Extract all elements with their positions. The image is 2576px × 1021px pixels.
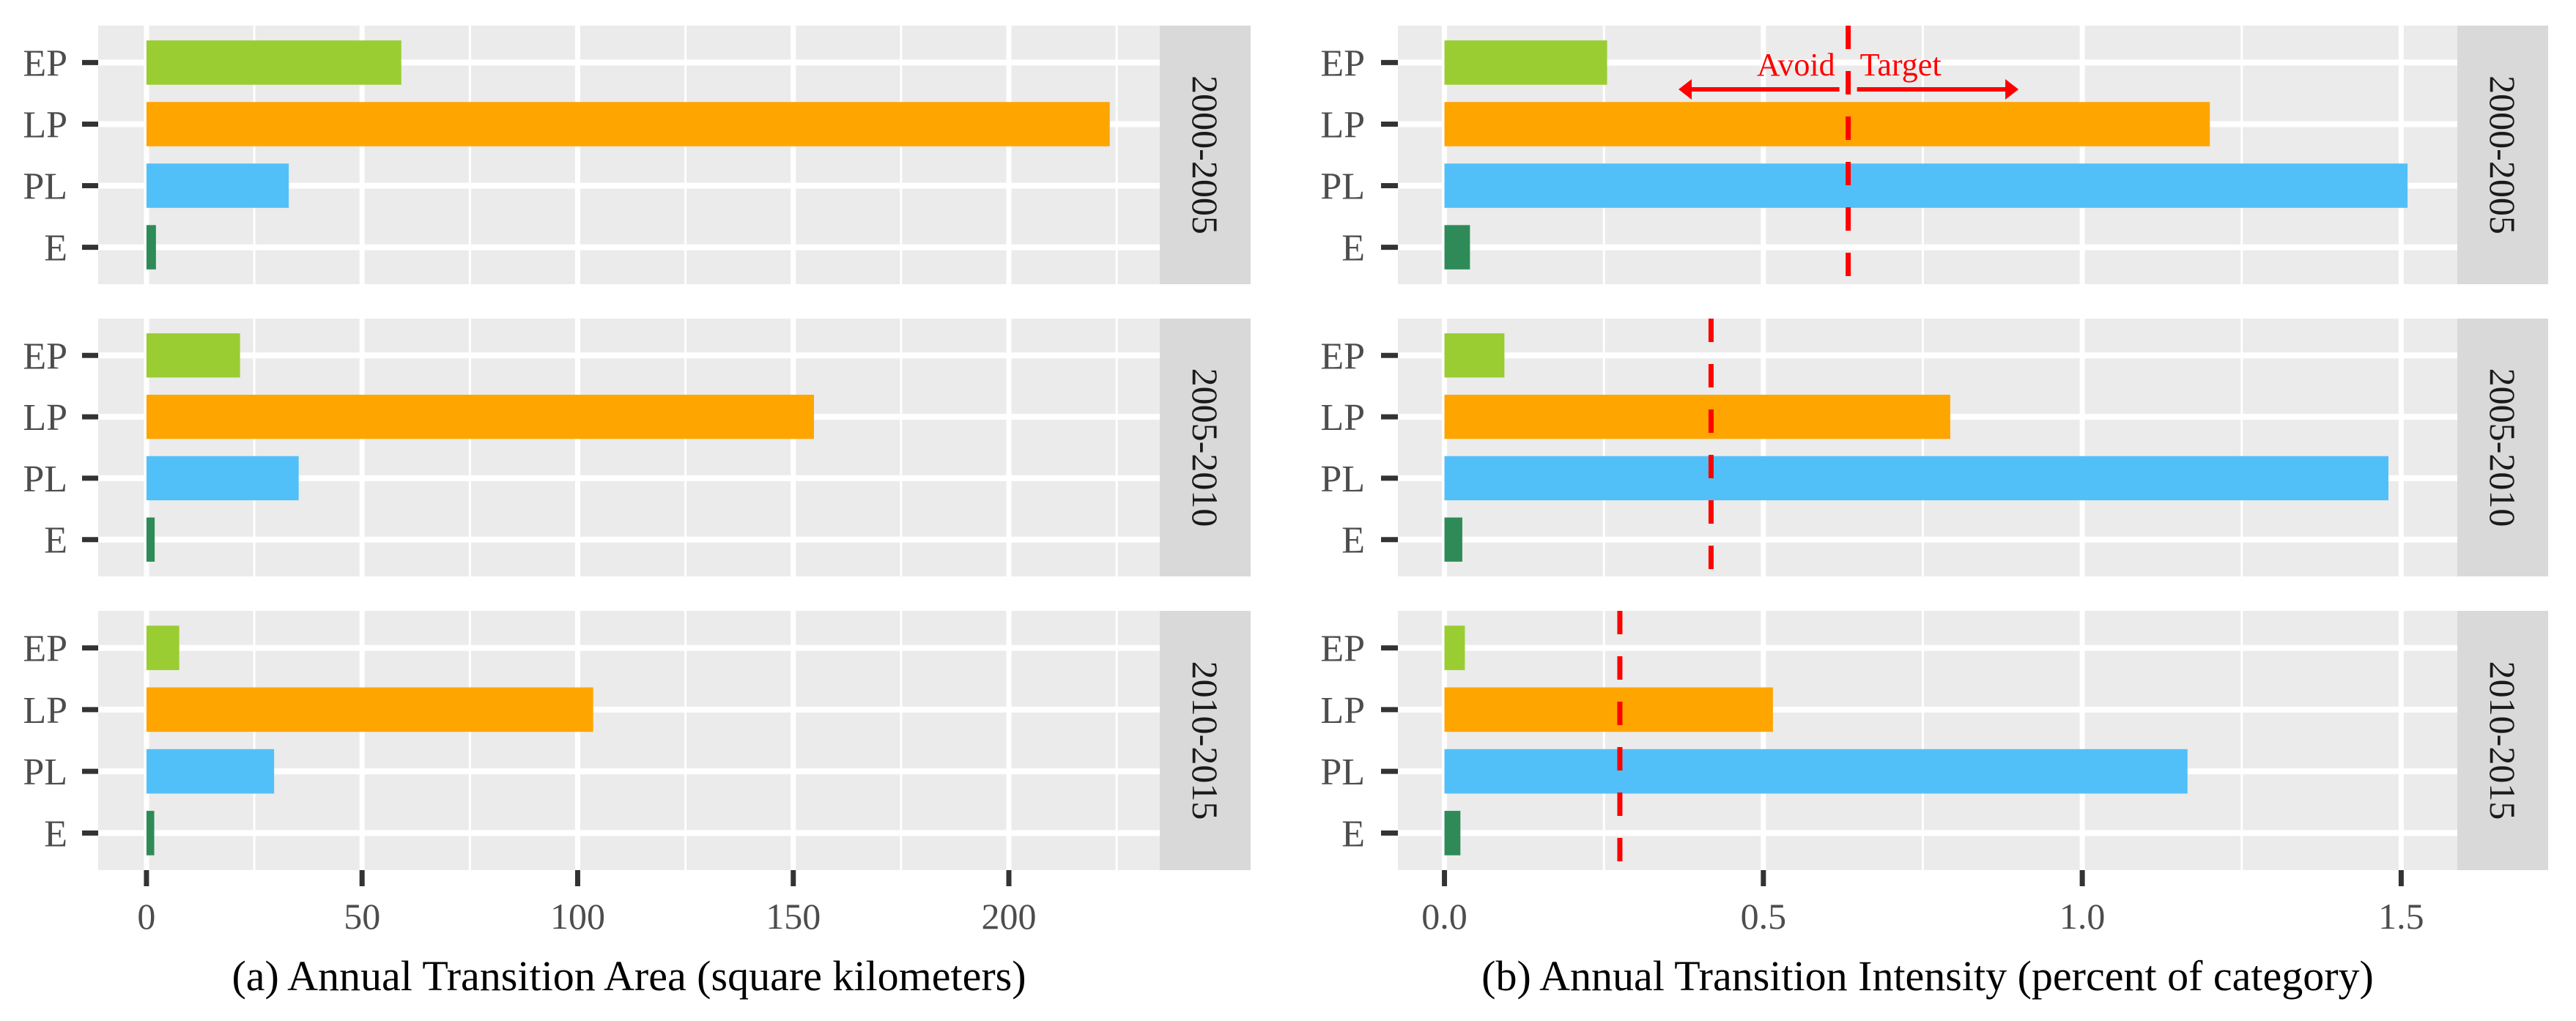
x-tick-label: 200 — [982, 896, 1037, 937]
bar-EP-2000-2005 — [1444, 40, 1607, 85]
y-tick-label: PL — [23, 751, 67, 793]
facet-strip — [1160, 611, 1251, 870]
bar-EP-2005-2010 — [146, 333, 240, 378]
y-tick-label: EP — [23, 42, 67, 84]
y-tick-label: EP — [1320, 335, 1365, 377]
y-tick-label: PL — [1320, 751, 1365, 793]
bar-PL-2000-2005 — [1444, 163, 2408, 208]
facet-strip-label: 2000-2005 — [2482, 75, 2523, 234]
y-tick-label: LP — [1320, 397, 1365, 439]
facet-strip — [2457, 611, 2548, 870]
x-axis-title: (b) Annual Transition Intensity (percent… — [1481, 952, 2374, 1000]
facet-2000-2005: EP LP PL E 2000-2005 — [1320, 26, 2548, 284]
facet-strip-label: 2000-2005 — [1185, 75, 1226, 234]
arrow-right-icon — [2005, 79, 2019, 100]
x-tick-label: 1.5 — [2378, 896, 2424, 937]
y-tick-label: E — [44, 813, 67, 855]
facet-strip-label: 2005-2010 — [1185, 368, 1226, 527]
y-tick-label: PL — [23, 166, 67, 208]
y-tick-label: EP — [1320, 42, 1365, 84]
bar-E-2000-2005 — [146, 225, 156, 270]
facet-2005-2010: EP LP PL E 2005-2010 — [23, 319, 1251, 576]
facet-strip — [1160, 319, 1251, 576]
target-label: Target — [1860, 47, 1942, 83]
x-tick-label: 0 — [137, 896, 155, 937]
arrow-left-icon — [1679, 79, 1692, 100]
panel-b-transition-intensity: EP LP PL E 2000-2005 EP LP PL E 2005-2010 EP LP PL E 2… — [1320, 26, 2548, 1000]
y-tick-label: E — [1341, 228, 1365, 270]
bar-EP-2010-2015 — [146, 625, 179, 670]
bar-LP-2000-2005 — [146, 102, 1110, 146]
y-tick-label: E — [44, 228, 67, 270]
panel-background — [98, 319, 1160, 576]
x-tick-label: 150 — [766, 896, 821, 937]
bar-LP-2000-2005 — [1444, 102, 2210, 146]
y-tick-label: E — [1341, 520, 1365, 562]
y-tick-label: LP — [23, 690, 67, 732]
y-tick-label: EP — [23, 628, 67, 670]
bar-PL-2010-2015 — [146, 749, 275, 794]
y-tick-label: LP — [23, 397, 67, 439]
bar-EP-2000-2005 — [146, 40, 401, 85]
x-axis-title: (a) Annual Transition Area (square kilom… — [232, 952, 1026, 1000]
facet-2005-2010: EP LP PL E 2005-2010 — [1320, 319, 2548, 576]
facet-strip — [1160, 26, 1251, 284]
y-tick-label: E — [44, 520, 67, 562]
facet-strip — [2457, 319, 2548, 576]
facet-strip-label: 2005-2010 — [2482, 368, 2523, 527]
y-tick-label: E — [1341, 813, 1365, 855]
x-tick-label: 100 — [550, 896, 605, 937]
avoid-target-annotation: Avoid Target — [1679, 47, 2019, 100]
facet-strip-label: 2010-2015 — [1185, 661, 1226, 820]
bar-EP-2005-2010 — [1444, 333, 1505, 378]
bar-LP-2005-2010 — [146, 394, 814, 439]
bar-LP-2010-2015 — [1444, 687, 1773, 732]
facet-2010-2015: EP LP PL E 2010-2015 — [23, 611, 1251, 870]
x-tick-label: 1.0 — [2059, 896, 2106, 937]
x-tick-label: 0.5 — [1741, 896, 1787, 937]
facet-2000-2005: EP LP PL E 2000-2005 — [23, 26, 1251, 284]
bar-PL-2005-2010 — [146, 456, 299, 501]
x-tick-label: 0.0 — [1421, 896, 1467, 937]
y-tick-label: LP — [1320, 104, 1365, 146]
bar-PL-2010-2015 — [1444, 749, 2188, 794]
y-tick-label: LP — [23, 104, 67, 146]
facet-2010-2015: EP LP PL E 2010-2015 — [1320, 611, 2548, 870]
avoid-label: Avoid — [1757, 47, 1835, 83]
facet-strip — [2457, 26, 2548, 284]
bar-EP-2010-2015 — [1444, 625, 1465, 670]
facet-strip-label: 2010-2015 — [2482, 661, 2523, 820]
y-tick-label: EP — [23, 335, 67, 377]
bar-PL-2000-2005 — [146, 163, 289, 208]
y-tick-label: EP — [1320, 628, 1365, 670]
bar-E-2010-2015 — [146, 811, 155, 855]
bar-LP-2005-2010 — [1444, 394, 1950, 439]
panel-background — [1398, 611, 2457, 870]
bar-E-2010-2015 — [1444, 811, 1461, 855]
panel-a-transition-area: EP LP PL E 2000-2005 EP LP PL E 2005-2010 EP LP PL E 2… — [23, 26, 1251, 1000]
bar-PL-2005-2010 — [1444, 456, 2388, 501]
bar-E-2000-2005 — [1444, 225, 1470, 270]
bar-LP-2010-2015 — [146, 687, 593, 732]
panel-background — [1398, 319, 2457, 576]
y-tick-label: PL — [23, 458, 67, 500]
bar-E-2005-2010 — [1444, 517, 1462, 562]
y-tick-label: PL — [1320, 458, 1365, 500]
y-tick-label: LP — [1320, 690, 1365, 732]
bar-E-2005-2010 — [146, 517, 155, 562]
x-tick-label: 50 — [344, 896, 380, 937]
y-tick-label: PL — [1320, 166, 1365, 208]
panel-background — [98, 611, 1160, 870]
